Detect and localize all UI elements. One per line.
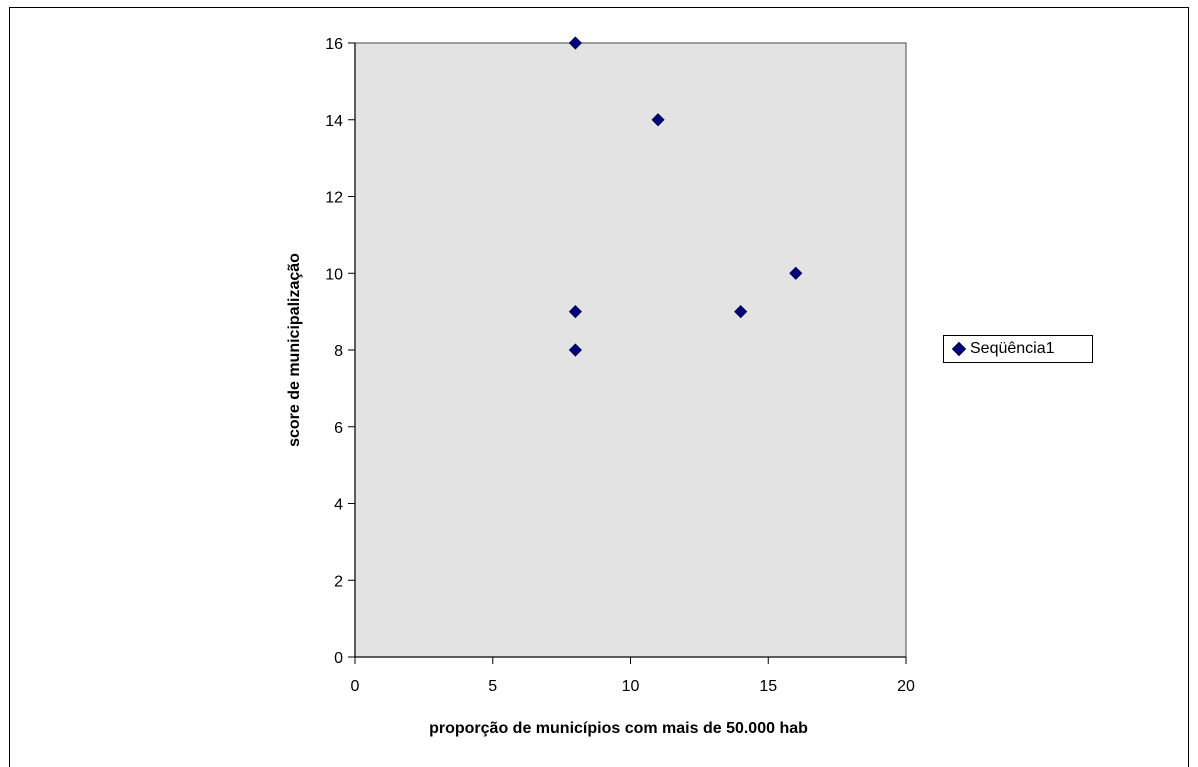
y-axis-title: score de municipalização (286, 253, 303, 447)
legend: Seqüência1 (943, 335, 1093, 363)
y-tick-label: 16 (325, 36, 343, 53)
y-tick-label: 12 (325, 190, 343, 207)
data-point (789, 266, 803, 280)
legend-label: Seqüência1 (970, 340, 1055, 357)
data-point (651, 113, 665, 127)
y-tick-label: 0 (334, 650, 343, 667)
data-point (568, 343, 582, 357)
y-tick-label: 6 (334, 420, 343, 437)
data-point (568, 305, 582, 319)
plot-area (354, 42, 907, 658)
y-axis: 0 2 4 6 8 10 12 14 16 (325, 36, 356, 667)
data-point (568, 36, 582, 50)
y-tick-label: 14 (325, 113, 343, 130)
x-tick-label: 10 (622, 678, 640, 695)
y-tick-label: 8 (334, 343, 343, 360)
x-tick-label: 0 (351, 678, 360, 695)
chart-frame (9, 7, 1189, 767)
x-tick-label: 20 (897, 678, 915, 695)
x-axis: 0 5 10 15 20 (351, 656, 915, 695)
data-point (734, 305, 748, 319)
x-tick-label: 15 (759, 678, 777, 695)
y-tick-label: 10 (325, 266, 343, 283)
x-tick-label: 5 (488, 678, 497, 695)
x-axis-title: proporção de municípios com mais de 50.0… (429, 720, 808, 737)
y-tick-label: 2 (334, 573, 343, 590)
data-points (568, 36, 803, 357)
legend-marker-icon (951, 341, 967, 357)
y-tick-label: 4 (334, 497, 343, 514)
